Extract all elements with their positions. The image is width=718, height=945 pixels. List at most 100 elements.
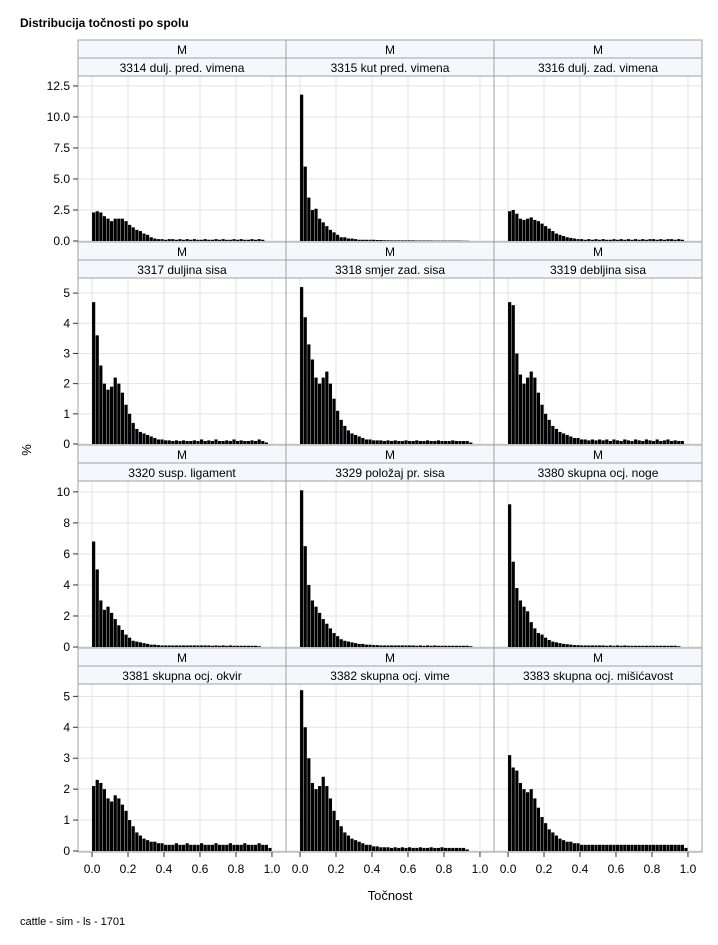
histogram-bar: [207, 645, 211, 647]
histogram-bar: [569, 644, 573, 647]
x-tick-label: 0.2: [328, 862, 345, 876]
histogram-bar: [164, 440, 168, 444]
histogram-bar: [508, 755, 512, 851]
histogram-bar: [630, 239, 634, 241]
histogram-bar: [443, 440, 448, 444]
histogram-bar: [619, 645, 623, 647]
histogram-bar: [153, 644, 157, 647]
histogram-bar: [164, 645, 168, 647]
histogram-bar: [465, 849, 469, 851]
histogram-bar: [178, 239, 182, 241]
histogram-bar: [407, 847, 412, 851]
panel-5: M 3319 debljina sisa: [493, 241, 703, 446]
histogram-bar: [615, 239, 620, 241]
histogram-bar: [257, 439, 261, 444]
histogram-bar: [328, 229, 333, 241]
histogram-bar: [580, 439, 584, 444]
histogram-bar: [615, 844, 620, 851]
histogram-bar: [608, 239, 612, 241]
histogram-bar: [644, 645, 648, 647]
histogram-bar: [303, 166, 307, 241]
y-tick-label: 8: [63, 516, 70, 530]
histogram-bar: [680, 844, 684, 851]
panel-trait-label: 3383 skupna ocj. mišićavost: [523, 669, 674, 683]
histogram-bar: [364, 439, 369, 444]
histogram-bar: [102, 789, 107, 851]
histogram-bar: [307, 584, 311, 647]
x-tick-label: 0.2: [536, 862, 553, 876]
histogram-bar: [400, 240, 404, 241]
histogram-bar: [662, 645, 666, 647]
histogram-bar: [565, 237, 569, 241]
histogram-bar: [310, 359, 315, 444]
histogram-bar: [669, 440, 674, 444]
histogram-bar: [393, 645, 397, 647]
histogram-bar: [250, 440, 254, 444]
x-tick-label: 0.0: [292, 862, 309, 876]
histogram-bar: [167, 844, 171, 851]
histogram-bar: [565, 644, 569, 647]
histogram-bar: [368, 439, 372, 444]
histogram-bar: [203, 239, 207, 241]
y-tick-label: 0: [63, 844, 70, 858]
histogram-bar: [310, 600, 315, 647]
histogram-bar: [124, 634, 128, 647]
histogram-bar: [598, 439, 602, 444]
histogram-bar: [544, 637, 548, 647]
histogram-bar: [361, 437, 365, 444]
histogram-bar: [92, 786, 96, 851]
histogram-bar: [350, 433, 354, 444]
histogram-bar: [386, 847, 390, 851]
y-tick-label: 0: [63, 437, 70, 451]
histogram-bar: [189, 440, 193, 444]
histogram-bar: [536, 221, 541, 241]
histogram-bar: [659, 645, 663, 647]
y-tick-label: 2: [63, 377, 70, 391]
histogram-bar: [102, 383, 107, 444]
histogram-bar: [619, 239, 623, 241]
histogram-bar: [601, 440, 605, 444]
histogram-bar: [400, 645, 404, 647]
histogram-bar: [390, 440, 394, 444]
histogram-bar: [436, 645, 440, 647]
histogram-bar: [160, 843, 164, 851]
histogram-bar: [210, 844, 214, 851]
histogram-bar: [235, 645, 240, 647]
histogram-bar: [547, 419, 551, 444]
histogram-bar: [615, 645, 620, 647]
histogram-bar: [594, 440, 598, 444]
histogram-bar: [605, 645, 609, 647]
histogram-bar: [601, 239, 605, 241]
histogram-bar: [178, 844, 182, 851]
histogram-bar: [626, 844, 630, 851]
histogram-bar: [633, 239, 638, 241]
histogram-bar: [518, 374, 523, 444]
histogram-bar: [397, 847, 401, 851]
panel-trait-label: 3315 kut pred. vimena: [331, 61, 450, 75]
histogram-bar: [551, 425, 555, 444]
histogram-bar: [587, 239, 591, 241]
histogram-bar: [551, 832, 555, 851]
histogram-bar: [225, 239, 229, 241]
histogram-bar: [372, 645, 376, 647]
histogram-bar: [92, 212, 96, 241]
histogram-bar: [239, 844, 243, 851]
histogram-bar: [307, 197, 311, 241]
histogram-bar: [328, 628, 333, 647]
y-tick-label: 2: [63, 609, 70, 623]
panel-1: M 3315 kut pred. vimena: [285, 39, 495, 243]
histogram-bar: [138, 642, 143, 647]
histogram-bar: [117, 798, 121, 851]
x-tick-label: 0.8: [436, 862, 453, 876]
histogram-bar: [232, 239, 236, 241]
histogram-bar: [246, 844, 250, 851]
histogram-bar: [465, 645, 469, 647]
histogram-bar: [673, 844, 677, 851]
histogram-bar: [540, 223, 544, 241]
histogram-bar: [343, 237, 347, 241]
histogram-bar: [310, 782, 315, 851]
histogram-bar: [203, 440, 207, 444]
y-tick-label: 2.5: [53, 203, 70, 217]
histogram-bar: [372, 846, 376, 851]
histogram-bar: [167, 645, 171, 647]
